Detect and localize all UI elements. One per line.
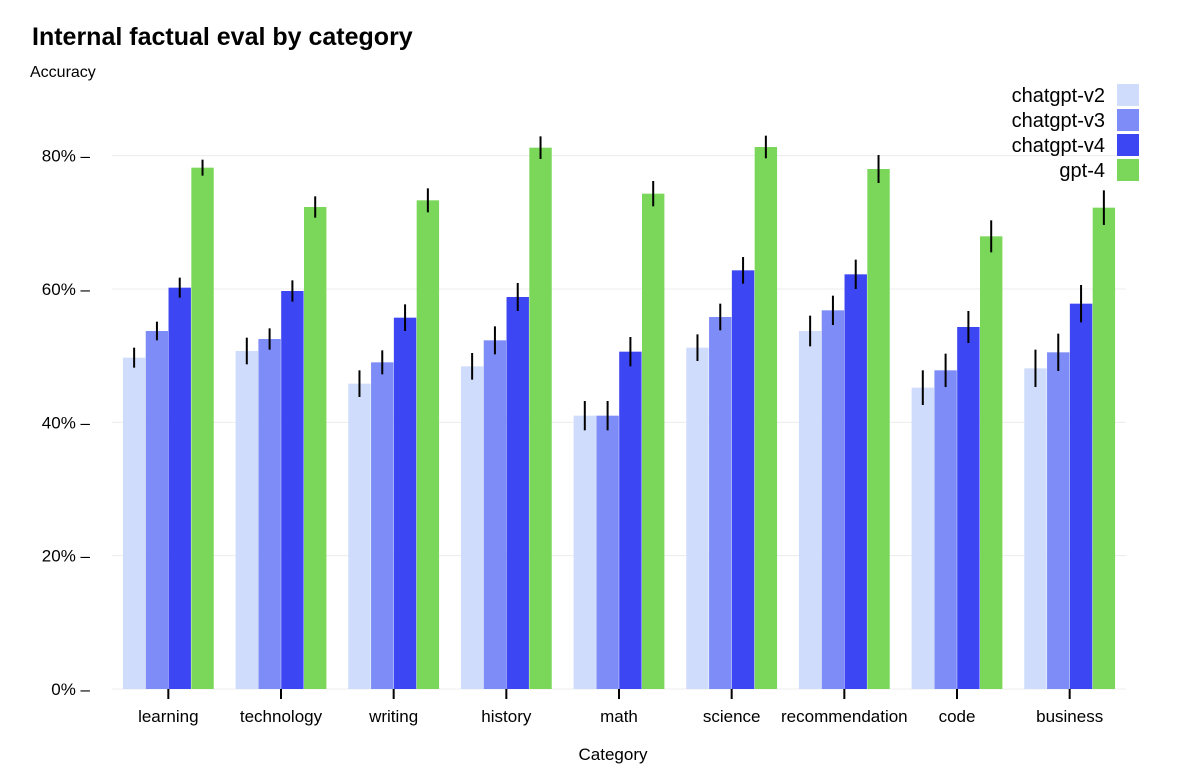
- y-tick-label: 20% –: [42, 547, 91, 566]
- bar-chatgpt-v2-recommendation: [798, 331, 822, 689]
- chart-title: Internal factual eval by category: [32, 23, 413, 51]
- bar-gpt-4-code: [980, 236, 1003, 690]
- y-tick-label: 0% –: [51, 680, 90, 699]
- x-tick-label: math: [600, 707, 638, 726]
- bar-chatgpt-v4-learning: [168, 287, 191, 689]
- bar-chatgpt-v2-math: [573, 415, 596, 689]
- bar-gpt-4-recommendation: [867, 169, 890, 689]
- y-axis: 0% – 20% – 40% – 60% – 80% –: [42, 147, 91, 699]
- bar-chatgpt-v4-code: [957, 327, 980, 689]
- bar-gpt-4-math: [642, 193, 665, 689]
- y-tick-label: 40% –: [42, 413, 91, 432]
- bar-chatgpt-v2-writing: [348, 383, 371, 689]
- bar-chatgpt-v2-science: [686, 347, 709, 689]
- bar-chatgpt-v3-science: [709, 317, 732, 689]
- y-axis-label: Accuracy: [30, 64, 96, 81]
- legend-label: gpt-4: [1059, 160, 1105, 182]
- bars: [122, 147, 1116, 690]
- bar-chatgpt-v3-writing: [371, 362, 394, 689]
- bar-gpt-4-history: [529, 147, 552, 689]
- y-tick-label: 80% –: [42, 147, 91, 166]
- bar-chatgpt-v3-business: [1047, 352, 1070, 689]
- legend-label: chatgpt-v3: [1012, 110, 1105, 132]
- legend-swatch-gpt-4: [1117, 159, 1139, 181]
- bar-chatgpt-v2-code: [911, 387, 934, 689]
- legend-swatch-chatgpt-v4: [1117, 134, 1139, 156]
- x-tick-label: recommendation: [781, 707, 908, 726]
- bar-chatgpt-v2-learning: [122, 357, 146, 689]
- bar-chatgpt-v4-history: [506, 297, 529, 689]
- bar-chatgpt-v3-technology: [258, 339, 281, 689]
- legend-swatch-chatgpt-v2: [1117, 84, 1139, 106]
- bar-gpt-4-learning: [191, 167, 214, 689]
- x-tick-label: history: [481, 707, 532, 726]
- y-tick-label: 60% –: [42, 280, 91, 299]
- bar-gpt-4-technology: [304, 207, 327, 689]
- x-tick-label: code: [939, 707, 976, 726]
- x-tick-label: writing: [368, 707, 418, 726]
- legend-label: chatgpt-v4: [1012, 135, 1105, 157]
- bar-chatgpt-v3-code: [934, 370, 957, 689]
- bar-chatgpt-v2-business: [1024, 368, 1047, 689]
- bar-chatgpt-v3-history: [483, 340, 507, 689]
- x-tick-label: science: [703, 707, 761, 726]
- bar-chatgpt-v3-math: [596, 415, 619, 689]
- bar-chatgpt-v3-recommendation: [821, 310, 845, 689]
- bar-gpt-4-business: [1092, 207, 1116, 689]
- x-axis: learning technology writing history math scie…: [138, 689, 1103, 726]
- bar-chatgpt-v4-technology: [281, 291, 304, 689]
- x-tick-label: learning: [138, 707, 199, 726]
- x-tick-label: business: [1036, 707, 1103, 726]
- bar-gpt-4-writing: [416, 200, 440, 690]
- legend-swatch-chatgpt-v3: [1117, 109, 1139, 131]
- x-tick-label: technology: [240, 707, 323, 726]
- bar-chatgpt-v4-math: [619, 351, 642, 689]
- error-bars: [133, 135, 1105, 431]
- legend: chatgpt-v2 chatgpt-v3 chatgpt-v4 gpt-4: [1012, 84, 1139, 182]
- bar-chatgpt-v3-learning: [145, 331, 169, 689]
- bar-chatgpt-v2-history: [460, 366, 484, 689]
- x-axis-label: Category: [579, 745, 648, 764]
- bar-chatgpt-v4-recommendation: [844, 274, 867, 689]
- bar-chatgpt-v4-science: [731, 270, 755, 689]
- bar-gpt-4-science: [754, 147, 778, 689]
- bar-chatgpt-v4-business: [1069, 303, 1093, 689]
- legend-label: chatgpt-v2: [1012, 85, 1105, 107]
- bar-chatgpt-v4-writing: [393, 317, 417, 689]
- bar-chatgpt-v2-technology: [235, 351, 258, 689]
